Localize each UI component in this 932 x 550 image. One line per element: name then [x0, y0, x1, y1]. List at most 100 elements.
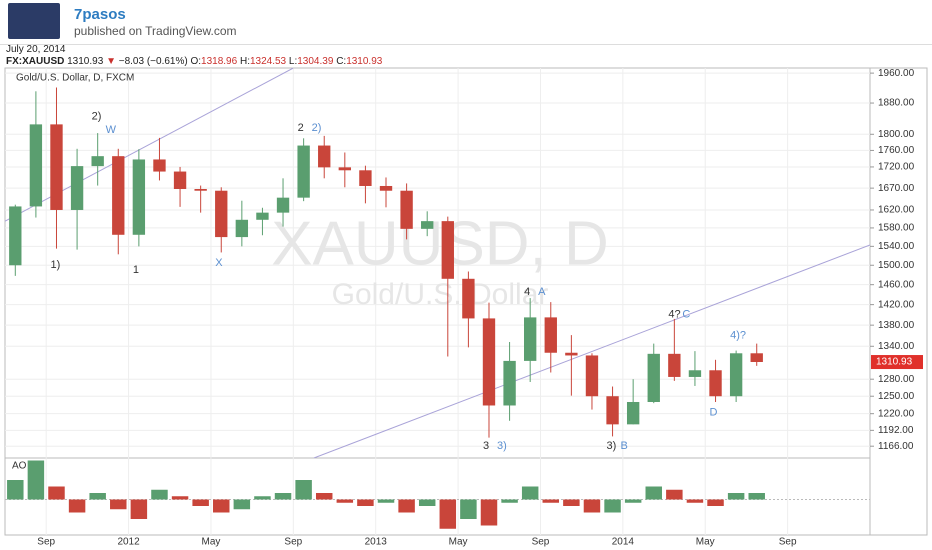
candle-body: [668, 353, 681, 377]
ao-bar: [563, 499, 580, 506]
watermark: XAUUSD, D: [271, 209, 609, 278]
candle-body: [132, 159, 146, 235]
ao-bar: [192, 499, 209, 506]
ao-bar: [727, 493, 745, 500]
ohlc: O:1318.96 H:1324.53 L:1304.39 C:1310.93: [190, 56, 382, 67]
candle-body: [709, 370, 722, 397]
ao-bar: [686, 499, 704, 503]
ao-bar: [666, 489, 683, 500]
wave-label: 2): [312, 122, 322, 134]
last-price-label: 1310.93: [876, 357, 913, 368]
wave-label: B: [621, 440, 628, 452]
y-tick-label: 1500.00: [878, 260, 915, 271]
wave-label: 3): [497, 440, 507, 452]
quote: FX:XAUUSD 1310.93 ▼ −8.03 (−0.61%) O:131…: [6, 56, 382, 67]
ao-bar: [68, 499, 86, 513]
ao-bar: [624, 499, 642, 503]
y-tick-label: 1960.00: [878, 68, 915, 79]
wave-label: 3): [607, 440, 617, 452]
ao-bar: [439, 499, 457, 529]
date: July 20, 2014: [6, 44, 66, 55]
ao-bar: [171, 496, 189, 500]
wave-label: W: [106, 124, 117, 136]
quote-value: 1318.96: [201, 56, 238, 67]
y-tick-label: 1220.00: [878, 408, 915, 419]
x-tick-label: Sep: [779, 537, 797, 548]
ao-bar: [233, 499, 251, 510]
y-tick-label: 1620.00: [878, 205, 915, 216]
y-tick-label: 1340.00: [878, 341, 915, 352]
plot-frame: [4, 67, 928, 536]
ao-bar: [130, 499, 148, 519]
candle-body: [400, 190, 413, 229]
candle-body: [379, 185, 393, 191]
ao-bar: [357, 499, 374, 506]
candle-body: [729, 353, 743, 397]
candle-body: [194, 188, 207, 191]
candle-body: [565, 352, 578, 356]
y-tick-label: 1250.00: [878, 391, 915, 402]
wave-label: D: [710, 406, 718, 418]
candle-body: [235, 219, 249, 238]
wave-label: X: [215, 257, 223, 269]
published: published on TradingView.com: [74, 24, 237, 38]
quote-label: O:: [190, 56, 202, 67]
wave-label: 4)?: [730, 330, 746, 342]
candle-body: [750, 353, 763, 362]
y-tick-label: 1540.00: [878, 241, 915, 252]
candle-body: [585, 355, 599, 397]
ao-bar: [748, 493, 765, 500]
ao-bar: [542, 499, 560, 503]
candle-body: [173, 171, 187, 189]
candle-body: [359, 170, 372, 186]
wave-label: 4?: [668, 309, 680, 321]
quote-value: 1324.53: [249, 56, 287, 67]
wave-label: 1: [133, 264, 139, 276]
candle-body: [70, 166, 84, 210]
candle-body: [544, 317, 557, 353]
candle-body: [647, 353, 660, 402]
wave-label: 2: [298, 122, 304, 134]
ao-bar: [583, 499, 601, 513]
y-tick-label: 1880.00: [878, 98, 915, 109]
candle-body: [9, 206, 22, 266]
candle-body: [441, 221, 454, 279]
y-tick-label: 1760.00: [878, 145, 915, 156]
candle-body: [50, 124, 63, 210]
x-tick-label: 2014: [612, 537, 635, 548]
ao-bar: [213, 499, 230, 513]
x-tick-label: 2013: [365, 537, 388, 548]
x-tick-label: May: [449, 537, 468, 548]
candle-body: [482, 318, 496, 406]
wave-label: 4: [524, 286, 530, 298]
y-tick-label: 1420.00: [878, 299, 915, 310]
ao-bar: [604, 499, 621, 513]
ao-bar: [48, 486, 65, 500]
y-tick-label: 1166.00: [878, 441, 914, 452]
quote-value: 1310.93: [346, 56, 383, 67]
quote-value: 1304.39: [297, 56, 334, 67]
candle-body: [276, 197, 290, 213]
indicator-label: AO: [12, 461, 27, 472]
ao-bar: [254, 496, 271, 500]
author[interactable]: 7pasos: [74, 6, 126, 23]
y-tick-label: 1720.00: [878, 162, 915, 173]
quote-label: L:: [288, 56, 298, 67]
x-tick-label: May: [696, 537, 715, 548]
y-tick-label: 1380.00: [878, 320, 915, 331]
arrow: ▼: [106, 56, 116, 67]
candle-body: [338, 167, 351, 171]
y-tick-label: 1280.00: [878, 374, 915, 385]
candle-body: [256, 212, 269, 220]
ao-bar: [501, 499, 518, 503]
avatar[interactable]: [8, 3, 60, 39]
ao-bar: [274, 493, 292, 500]
y-tick-label: 1460.00: [878, 279, 915, 290]
wave-label: 1): [50, 259, 60, 271]
candle-body: [215, 190, 228, 238]
ao-bar: [110, 499, 127, 510]
header: 7pasos published on TradingView.com: [0, 0, 932, 45]
trend-line: [313, 244, 870, 458]
